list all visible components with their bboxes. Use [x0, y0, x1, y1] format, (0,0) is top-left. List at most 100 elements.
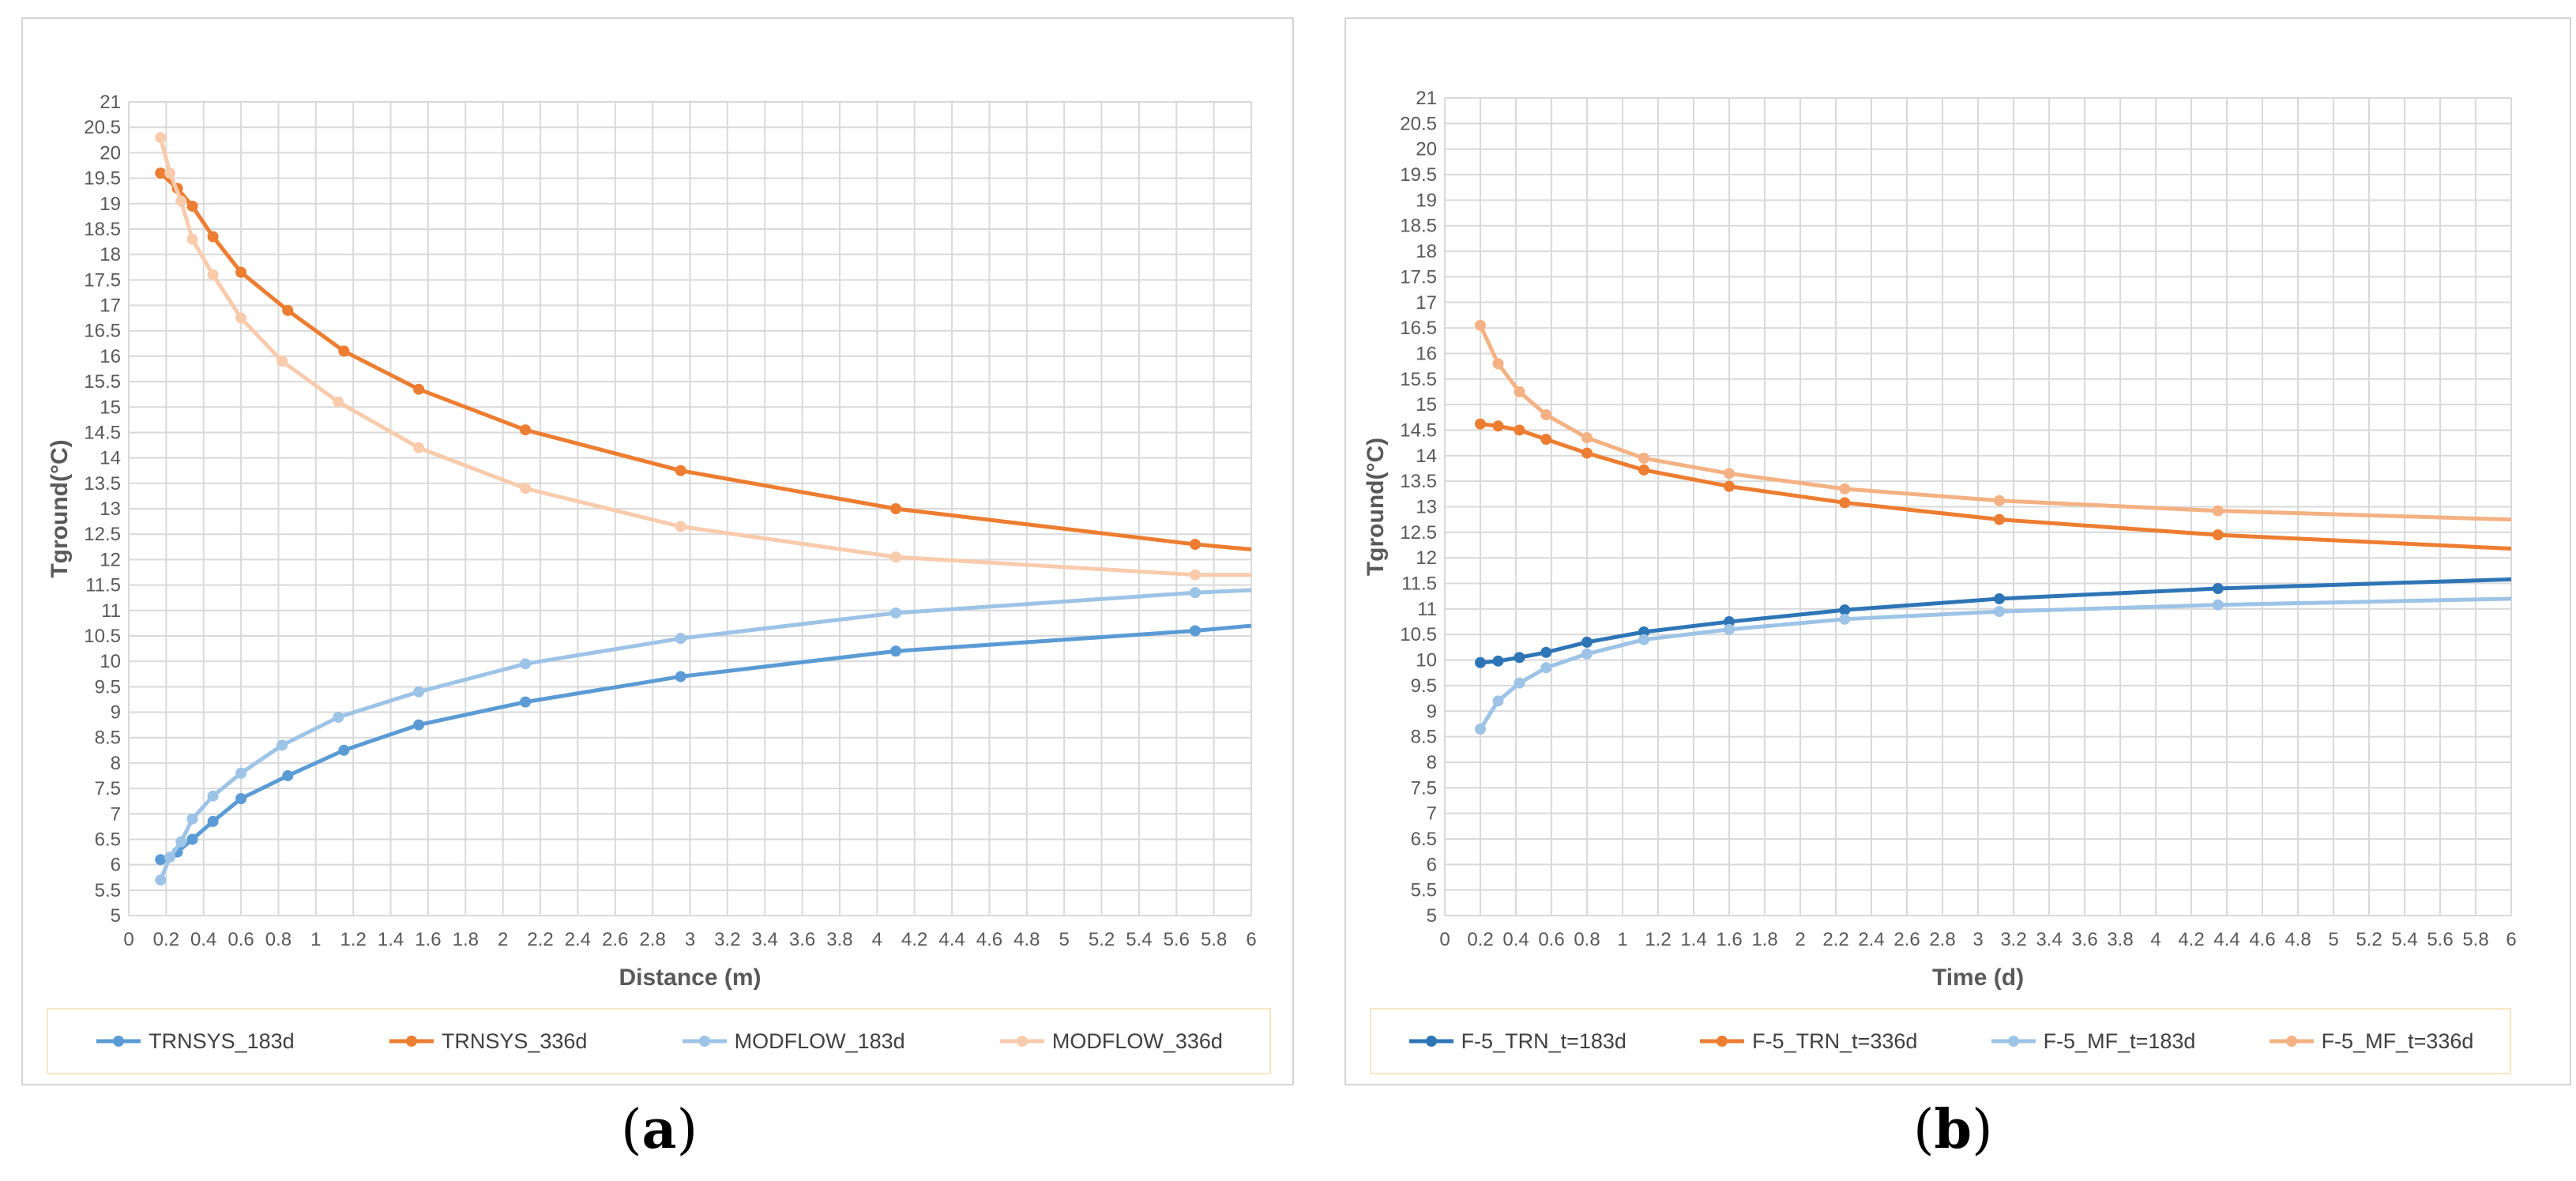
legend-marker-icon	[96, 1036, 141, 1047]
y-tick-label: 8	[1427, 752, 1437, 773]
x-tick-label: 0	[123, 929, 134, 950]
x-tick-label: 2.6	[602, 929, 628, 950]
legend-label: MODFLOW_183d	[734, 1029, 905, 1053]
y-tick-label: 9.5	[95, 676, 121, 698]
data-point	[175, 195, 187, 207]
legend-marker-icon	[1700, 1036, 1745, 1047]
data-point	[1724, 468, 1735, 480]
y-tick-label: 11	[1417, 599, 1437, 620]
y-tick-label: 15	[100, 397, 121, 418]
data-point	[1540, 434, 1552, 446]
y-tick-label: 18.5	[1400, 216, 1437, 237]
series-line-4	[158, 137, 1251, 577]
x-tick-label: 5.2	[2356, 929, 2382, 950]
y-tick-label: 10	[100, 651, 121, 672]
x-tick-label: 3.4	[2036, 929, 2062, 950]
data-point	[155, 874, 167, 886]
y-tick-label: 19	[100, 194, 121, 215]
y-tick-label: 12.5	[84, 524, 121, 545]
chart-panel-b: 0 0.2 0.4 0.6 0.8 1 1.2 1.4 1.6 1.8 2 2.2 2.4 2.6 2.8 3…	[1344, 17, 2571, 1085]
y-tick-label: 13.5	[1400, 471, 1437, 492]
data-point	[186, 813, 198, 825]
data-point	[1581, 447, 1593, 459]
y-tick-label: 19.5	[84, 168, 121, 190]
x-tick-label: 0.4	[190, 929, 216, 950]
x-tick-label: 0.8	[1574, 929, 1600, 950]
y-tick-label: 7	[1427, 803, 1437, 825]
y-tick-label: 14.5	[1400, 419, 1437, 441]
x-tick-label: 1.6	[1716, 929, 1742, 950]
x-tick-label: 0.8	[265, 929, 291, 950]
data-point	[1492, 695, 1504, 707]
data-point	[2212, 505, 2224, 517]
y-tick-label: 20.5	[1400, 113, 1437, 134]
x-tick-label: 5.4	[2391, 929, 2417, 950]
data-point	[1724, 480, 1735, 492]
series-line-4	[1478, 324, 2512, 522]
x-tick-label: 3	[1972, 929, 1983, 950]
data-point	[276, 739, 288, 751]
panel-label-a: (a)	[621, 1098, 698, 1161]
y-tick-label: 20.5	[84, 117, 121, 138]
data-point	[890, 551, 902, 563]
data-point	[1189, 625, 1201, 637]
x-tick-label: 6	[2506, 929, 2516, 950]
legend-item: MODFLOW_336d	[998, 1029, 1223, 1054]
y-tick-label: 15.5	[1400, 369, 1437, 390]
chart-b-plot: 0 0.2 0.4 0.6 0.8 1 1.2 1.4 1.6 1.8 2 2.2 2.4 2.6 2.8 3…	[1363, 88, 2517, 991]
panel-label-b: (b)	[1913, 1098, 1993, 1161]
x-tick-label: 1.2	[1645, 929, 1671, 950]
legend-label: F-5_TRN_t=183d	[1461, 1029, 1626, 1053]
data-point	[164, 851, 176, 863]
x-tick-label: 0.4	[1502, 929, 1529, 950]
y-tick-label: 11	[101, 600, 121, 622]
y-tick-label: 13	[100, 498, 121, 520]
series-line-3	[1478, 596, 2512, 731]
data-point	[235, 266, 247, 278]
x-tick-label: 1.4	[1680, 929, 1706, 950]
data-point	[1994, 592, 2005, 604]
x-tick-label: 2	[498, 929, 508, 950]
y-tick-label: 17.5	[1400, 266, 1437, 288]
legend-label: TRNSYS_336d	[441, 1029, 588, 1053]
x-tick-label: 3.6	[2071, 929, 2097, 950]
chart-a-plot: 0 0.2 0.4 0.6 0.8 1 1.2 1.4 1.6 1.8 2 2.2 2.4 2.6 2.8 3…	[47, 92, 1257, 991]
x-tick-label: 5	[1059, 929, 1069, 950]
legend-item: TRNSYS_183d	[95, 1029, 295, 1054]
x-tick-label: 0	[1439, 929, 1450, 950]
legend-marker-icon	[389, 1036, 434, 1047]
x-tick-label: 3.8	[2107, 929, 2133, 950]
data-point	[1839, 483, 1851, 495]
data-point	[890, 607, 902, 619]
y-tick-label: 16	[1416, 343, 1437, 364]
data-point	[520, 483, 532, 495]
legend-marker-icon	[999, 1036, 1044, 1047]
x-tick-label: 1.8	[1751, 929, 1777, 950]
legend-label: F-5_MF_t=336d	[2321, 1029, 2474, 1053]
data-point	[1514, 424, 1525, 436]
y-tick-label: 9.5	[1411, 675, 1437, 697]
data-point	[155, 167, 167, 179]
data-point	[1475, 723, 1486, 735]
x-tick-label: 2.8	[1929, 929, 1955, 950]
x-tick-label: 1.2	[340, 929, 367, 950]
y-tick-label: 16.5	[84, 321, 121, 342]
x-tick-label: 1.4	[378, 929, 404, 950]
y-tick-label: 7	[111, 803, 121, 825]
y-tick-label: 14	[1416, 446, 1437, 467]
y-tick-label: 5	[111, 905, 121, 927]
data-point	[1638, 634, 1649, 645]
data-point	[164, 167, 176, 179]
data-point	[333, 711, 344, 723]
data-point	[413, 442, 425, 453]
x-tick-label: 2	[1795, 929, 1805, 950]
x-tick-label: 3.4	[752, 929, 778, 950]
y-tick-label: 8.5	[95, 728, 121, 749]
y-tick-label: 15	[1416, 394, 1437, 416]
y-tick-label: 15.5	[84, 371, 121, 393]
x-tick-label: 2.2	[527, 929, 553, 950]
data-point	[207, 269, 219, 280]
legend-marker-icon	[1991, 1036, 2036, 1047]
data-point	[207, 815, 219, 827]
legend-item: F-5_TRN_t=183d	[1408, 1029, 1626, 1054]
